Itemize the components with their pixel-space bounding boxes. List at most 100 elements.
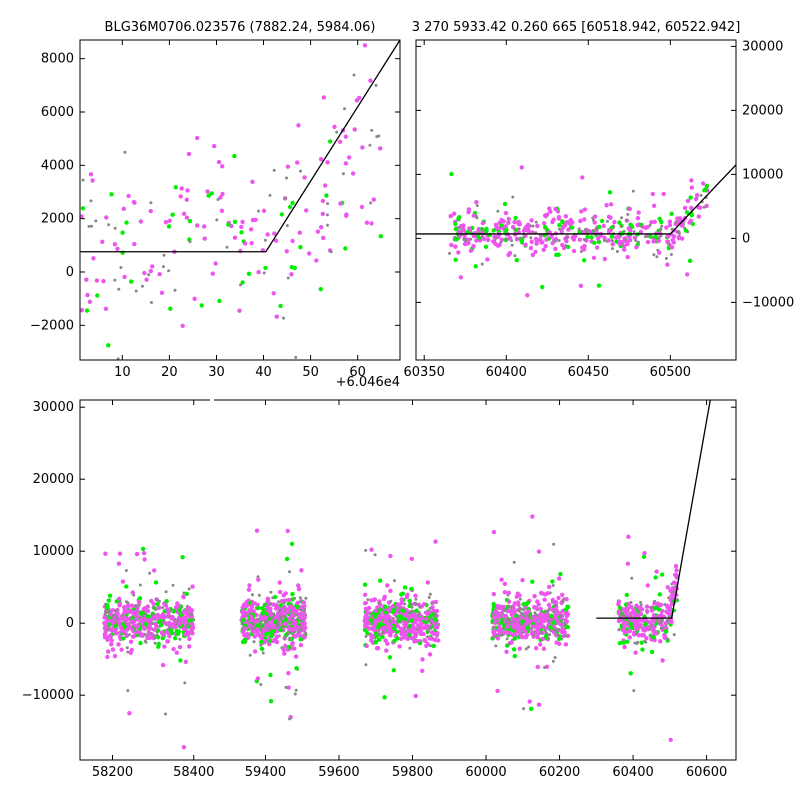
data-point <box>402 585 408 590</box>
data-point <box>254 528 260 533</box>
data-point <box>577 227 581 231</box>
data-point <box>378 578 383 583</box>
data-point <box>499 620 504 625</box>
data-point <box>517 593 522 598</box>
data-point <box>205 189 210 194</box>
data-point <box>620 231 625 236</box>
data-point <box>239 230 244 235</box>
data-point <box>286 685 291 690</box>
data-point <box>534 220 538 224</box>
data-point <box>106 343 111 348</box>
data-point <box>87 224 91 228</box>
data-point <box>117 596 122 601</box>
data-point <box>579 250 583 253</box>
data-point <box>657 236 661 240</box>
x-tick-label: 60400 <box>486 365 527 380</box>
data-point <box>269 631 274 636</box>
data-point <box>372 614 378 619</box>
data-point <box>514 618 520 623</box>
data-point <box>125 622 131 627</box>
data-point <box>433 617 438 622</box>
data-point <box>138 640 143 646</box>
data-point <box>610 225 615 230</box>
data-point <box>150 613 154 617</box>
data-point <box>268 672 273 678</box>
data-point <box>298 623 302 627</box>
data-point <box>131 625 135 629</box>
data-point <box>188 240 192 244</box>
data-point <box>121 636 126 641</box>
data-point <box>362 592 368 597</box>
x-tick-label: 60 <box>349 365 366 380</box>
data-point <box>638 611 643 616</box>
data-point <box>646 619 651 624</box>
data-point <box>632 230 636 234</box>
data-point <box>665 619 669 623</box>
data-point <box>364 220 370 225</box>
data-point <box>102 615 107 620</box>
data-point <box>412 634 418 639</box>
data-point <box>452 211 457 216</box>
data-point <box>252 640 256 644</box>
data-point <box>129 603 135 608</box>
data-point <box>688 195 693 200</box>
data-point <box>285 224 289 228</box>
data-point <box>296 123 301 128</box>
data-point <box>210 271 215 276</box>
data-point <box>161 615 166 620</box>
data-point <box>527 699 532 704</box>
data-point <box>219 208 225 213</box>
data-point <box>159 630 165 635</box>
data-point <box>178 194 183 199</box>
data-point <box>655 255 659 259</box>
data-point <box>247 583 252 588</box>
data-point <box>199 303 204 308</box>
data-point <box>383 610 389 615</box>
data-point <box>296 583 301 588</box>
data-point <box>178 621 183 627</box>
data-point <box>89 199 93 203</box>
data-point <box>573 233 578 239</box>
data-point <box>428 592 432 596</box>
data-point <box>424 643 429 648</box>
data-point <box>171 583 175 587</box>
data-point <box>404 629 409 634</box>
data-point <box>564 597 569 602</box>
data-point <box>298 596 302 600</box>
data-point <box>244 618 249 624</box>
data-point <box>626 601 631 607</box>
data-point <box>582 217 587 222</box>
data-point <box>186 151 192 157</box>
data-point <box>264 620 268 623</box>
panel-zoom-left: 10 20 30 40 50 60 −2000 0 2000 4000 6000 8000 <box>30 39 401 380</box>
data-point <box>374 646 380 651</box>
data-point <box>538 606 543 612</box>
data-point <box>105 603 110 608</box>
data-point <box>539 624 544 629</box>
data-point <box>643 225 648 230</box>
data-point <box>284 556 290 562</box>
data-point <box>649 649 655 655</box>
data-point <box>671 580 677 585</box>
data-point <box>608 215 613 220</box>
data-point <box>524 227 529 233</box>
data-point <box>420 657 425 662</box>
data-point <box>407 611 411 615</box>
p3-points <box>102 514 680 750</box>
data-point <box>167 269 171 273</box>
data-point <box>659 572 665 577</box>
data-point <box>404 634 409 639</box>
data-point <box>416 614 420 618</box>
data-point <box>462 238 466 242</box>
data-point <box>244 600 249 605</box>
data-point <box>528 245 534 251</box>
data-point <box>249 605 255 610</box>
data-point <box>138 611 143 616</box>
data-point <box>385 583 390 588</box>
data-point <box>592 214 598 219</box>
x-tick-label: 60500 <box>650 365 691 380</box>
data-point <box>542 224 548 230</box>
data-point <box>192 296 197 301</box>
data-point <box>144 277 149 282</box>
data-point <box>298 245 303 250</box>
